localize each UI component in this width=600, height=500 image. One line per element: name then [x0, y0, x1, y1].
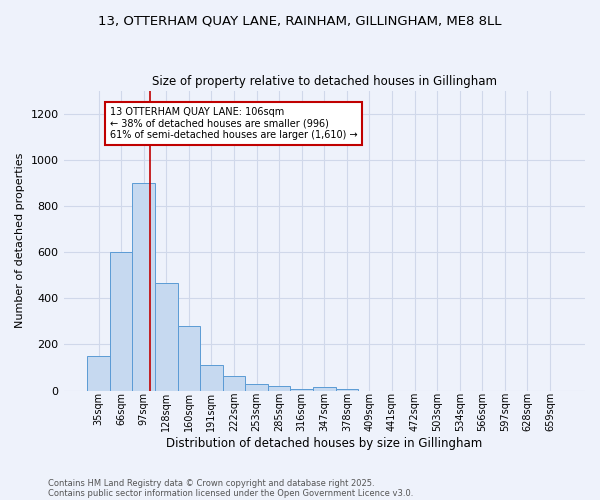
Bar — [110, 252, 133, 390]
Bar — [313, 387, 335, 390]
Bar — [200, 365, 223, 390]
Text: Contains HM Land Registry data © Crown copyright and database right 2025.: Contains HM Land Registry data © Crown c… — [48, 478, 374, 488]
Bar — [245, 384, 268, 390]
Bar — [290, 388, 313, 390]
Text: Contains public sector information licensed under the Open Government Licence v3: Contains public sector information licen… — [48, 488, 413, 498]
Text: 13, OTTERHAM QUAY LANE, RAINHAM, GILLINGHAM, ME8 8LL: 13, OTTERHAM QUAY LANE, RAINHAM, GILLING… — [98, 15, 502, 28]
Bar — [268, 386, 290, 390]
Bar — [155, 283, 178, 391]
Title: Size of property relative to detached houses in Gillingham: Size of property relative to detached ho… — [152, 75, 497, 88]
Bar — [223, 376, 245, 390]
Bar — [133, 183, 155, 390]
Y-axis label: Number of detached properties: Number of detached properties — [15, 153, 25, 328]
Text: 13 OTTERHAM QUAY LANE: 106sqm
← 38% of detached houses are smaller (996)
61% of : 13 OTTERHAM QUAY LANE: 106sqm ← 38% of d… — [110, 106, 358, 140]
X-axis label: Distribution of detached houses by size in Gillingham: Distribution of detached houses by size … — [166, 437, 482, 450]
Bar — [87, 356, 110, 390]
Bar — [178, 326, 200, 390]
